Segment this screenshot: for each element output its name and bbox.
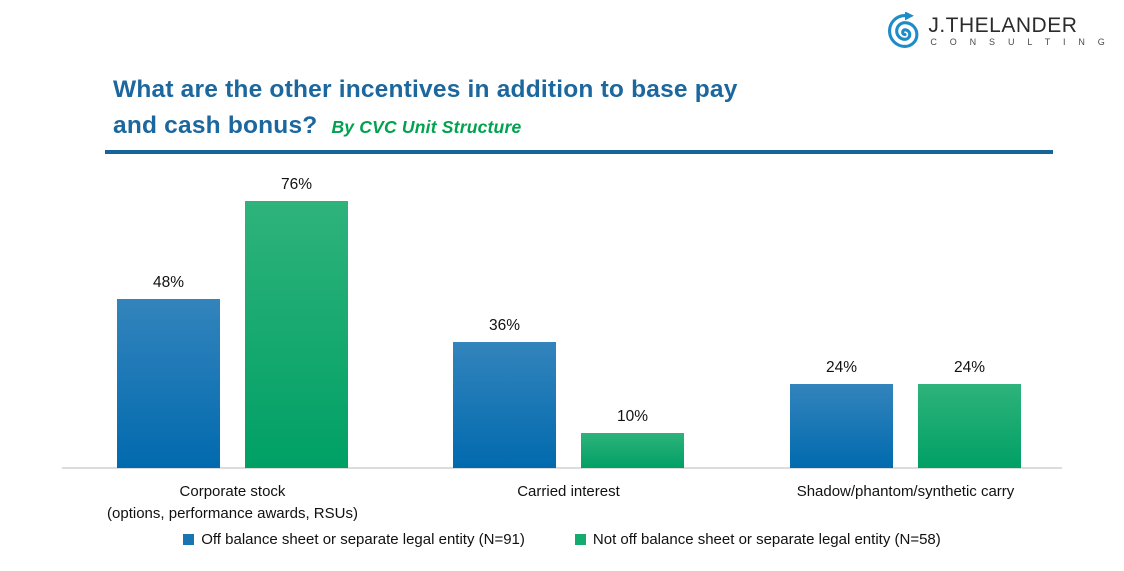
bar-series2-group2 (581, 433, 684, 468)
chart-title-block: What are the other incentives in additio… (113, 72, 738, 145)
category-label-group2: Carried interest (517, 483, 620, 500)
legend-label-series1: Off balance sheet or separate legal enti… (201, 531, 525, 548)
x-axis-baseline (62, 467, 1062, 469)
chart-legend: Off balance sheet or separate legal enti… (0, 531, 1124, 548)
chart-title-line2: and cash bonus? By CVC Unit Structure (113, 108, 738, 145)
x-axis-category-labels: Corporate stock (options, performance aw… (62, 481, 1062, 527)
bar-series1-group2 (453, 342, 556, 468)
legend-item-series2: Not off balance sheet or separate legal … (574, 531, 941, 548)
spiral-logo-icon (888, 12, 919, 48)
value-label-series2-group2: 10% (616, 408, 649, 425)
bar-series1-group3 (790, 384, 893, 468)
value-label-series1-group2: 36% (488, 317, 521, 334)
bar-series2-group3 (918, 384, 1021, 468)
legend-label-series2: Not off balance sheet or separate legal … (592, 531, 941, 548)
value-label-series1-group1: 48% (152, 274, 185, 291)
category-label-group1: Corporate stock (options, performance aw… (107, 483, 358, 522)
legend-swatch-blue (183, 534, 195, 545)
logo-text: J.THELANDER C O N S U L T I N G (928, 13, 1110, 48)
chart-subtitle: By CVC Unit Structure (331, 117, 522, 137)
bar-chart-plot-area: 48% 76% 36% 10% 24% 24% (62, 168, 1062, 469)
value-label-series2-group3: 24% (953, 359, 986, 376)
company-logo: J.THELANDER C O N S U L T I N G (886, 12, 1110, 50)
title-divider-rule (105, 150, 1053, 154)
bar-series1-group1 (117, 299, 220, 468)
legend-item-series1: Off balance sheet or separate legal enti… (183, 531, 525, 548)
logo-brand-name: J.THELANDER (928, 13, 1078, 37)
chart-title-line2-text: and cash bonus? (113, 112, 318, 139)
legend-swatch-green (574, 534, 586, 545)
value-label-series2-group1: 76% (280, 176, 313, 193)
chart-title-line1: What are the other incentives in additio… (113, 76, 738, 103)
bar-series2-group1 (245, 201, 348, 468)
category-label-group3: Shadow/phantom/synthetic carry (796, 483, 1015, 500)
value-label-series1-group3: 24% (825, 359, 858, 376)
logo-brand-subtitle: C O N S U L T I N G (930, 36, 1110, 47)
